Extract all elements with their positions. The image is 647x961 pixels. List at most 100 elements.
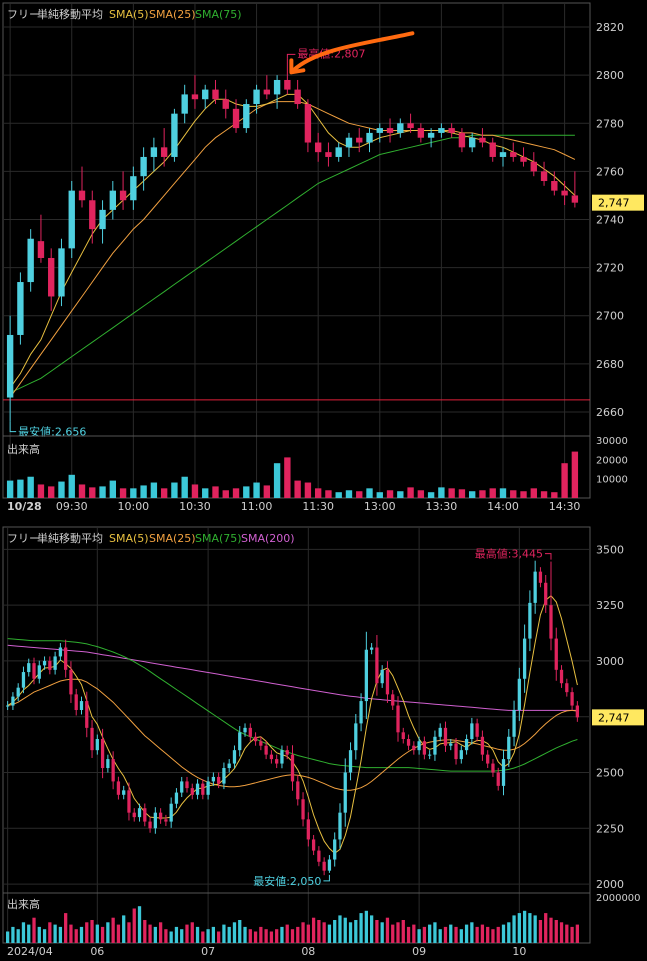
candle-up [109,181,116,220]
volume-bar [499,488,507,498]
volume-bar [397,491,404,498]
volume-bar [68,474,75,498]
candle-down [311,834,316,856]
volume-bar [6,931,10,943]
candle-up [153,807,157,834]
candle-body [386,128,394,133]
volume-bar [489,488,496,498]
volume-bar [376,492,383,498]
candle-up [522,624,527,693]
candle-body [417,128,425,138]
low-marker [323,874,330,882]
volume-tick-label: 10000 [596,475,628,486]
volume-bar [306,924,310,943]
candle-down [401,727,405,744]
candle-body [454,743,458,760]
x-tick-label: 09:30 [56,500,88,513]
volume-bar [412,924,416,943]
volume-bar [364,910,368,943]
candle-down [48,656,52,675]
volume-bar [317,920,321,943]
candle-body [448,128,455,133]
candle-body [64,647,68,670]
candle-down [301,792,305,827]
candle-down [356,128,363,153]
candle-body [69,669,73,695]
volume-bar [507,922,511,943]
volume-bar [391,924,395,943]
x-tick-label: 10:00 [117,500,149,513]
candle-down [248,723,252,742]
volume-bar [116,924,121,943]
candle-body [37,665,41,679]
candle-up [6,315,14,422]
candle-body [575,705,579,718]
candle-body [338,812,342,840]
volume-bar [217,931,221,943]
volume-bar [380,922,384,943]
volume-bar [375,920,379,943]
volume-bar [150,482,158,498]
candle-body [475,723,479,737]
daily-annotations: 最高値:3,445 最安値:2,050 [253,547,552,888]
volume-bar [401,920,405,943]
volume-bar [325,490,332,498]
volume-bar [148,924,152,943]
volume-bar [143,920,147,943]
candle-body [359,701,363,724]
candle-body [294,89,301,105]
candle-down [551,171,558,196]
candle-down [417,123,425,143]
candle-body [17,282,24,335]
volume-bar [501,924,506,943]
intraday-candles [6,58,579,422]
candle-down [317,846,321,867]
volume-bar [11,926,15,943]
candle-body [348,750,353,773]
candle-body [119,190,127,201]
candle-body [53,656,57,670]
volume-bar [48,486,55,498]
candle-down [475,718,479,742]
candle-down [232,99,240,133]
candle-body [549,605,553,639]
volume-bar [538,920,543,943]
candle-body [510,152,517,157]
daily-x-axis: 2024/04 06 07 08 09 10 [7,945,526,958]
daily-candles [6,560,579,876]
volume-bar [6,480,14,498]
candle-body [356,137,363,143]
volume-bar [479,490,486,498]
legend-sma25: SMA(25) [149,8,196,21]
candle-body [202,89,209,100]
candle-body [396,705,400,733]
candle-down [69,661,73,703]
candle-up [227,759,231,773]
candle-body [327,859,332,871]
high-marker [286,53,296,59]
candle-body [565,683,569,693]
candle-down [191,75,199,109]
volume-bar [185,924,189,943]
volume-bar [58,481,65,498]
legend-sma75: SMA(75) [195,532,242,545]
annotation-arrow [291,31,415,73]
candle-body [428,754,432,756]
volume-bar [269,931,274,943]
candle-down [571,171,579,208]
volume-bar [433,922,437,943]
candle-body [354,723,358,751]
candle-down [458,128,466,153]
candle-body [470,723,474,740]
candle-up [180,776,184,798]
candle-down [386,118,394,143]
volume-bar [517,913,521,943]
volume-bar [64,913,68,943]
volume-bar [386,490,394,498]
candle-body [58,647,63,657]
candle-body [459,750,463,760]
candle-down [148,817,152,833]
candle-up [11,692,15,710]
x-tick-label: 11:00 [241,500,273,513]
volume-bar [191,484,199,498]
